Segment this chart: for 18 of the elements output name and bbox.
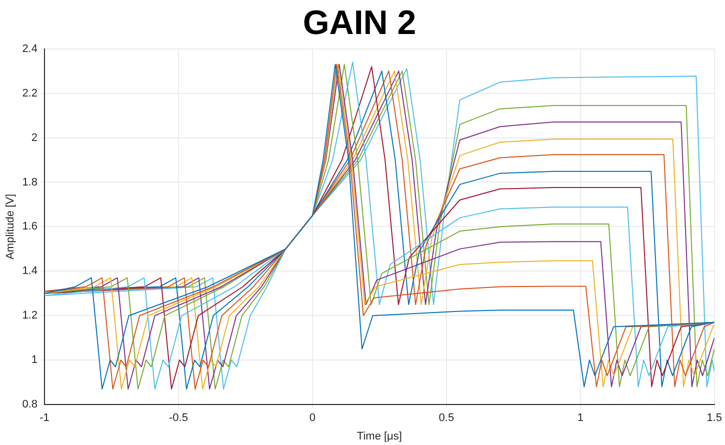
y-tick-label: 1 <box>31 354 38 366</box>
y-tick-label: 0.8 <box>22 398 38 411</box>
x-tick-label: 0 <box>309 412 316 424</box>
y-axis-title: Amplitude [V] <box>4 194 17 260</box>
y-tick-label: 2.4 <box>22 42 38 55</box>
x-tick-label: 1.5 <box>706 412 722 424</box>
x-tick-label: 0.5 <box>438 412 454 424</box>
y-tick-label: 2 <box>31 132 38 144</box>
y-tick-label: 1.6 <box>22 220 38 233</box>
y-tick-label: 2.2 <box>22 87 38 100</box>
x-tick-label: -1 <box>40 412 50 424</box>
x-tick-label: 1 <box>577 412 584 424</box>
y-tick-label: 1.4 <box>22 265 38 278</box>
y-tick-label: 1.8 <box>22 176 38 188</box>
chart-title: GAIN 2 <box>302 4 416 42</box>
x-tick-label: -0.5 <box>168 412 188 424</box>
x-axis-title: Time [μs] <box>356 430 402 442</box>
y-tick-label: 1.2 <box>22 310 38 322</box>
